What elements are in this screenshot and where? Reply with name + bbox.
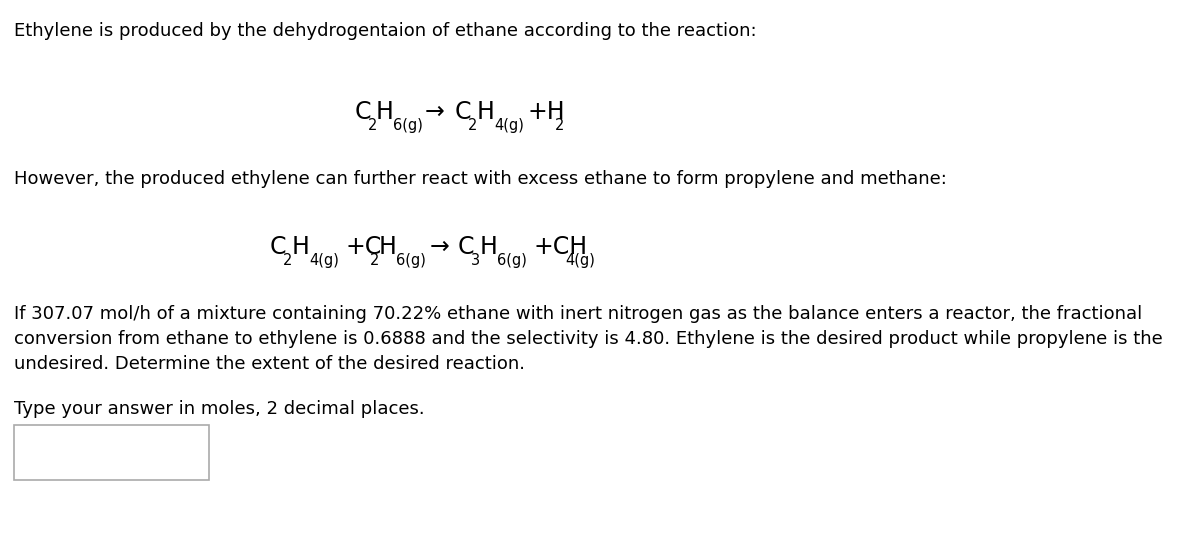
Text: 4(g): 4(g) [494, 118, 524, 133]
Text: However, the produced ethylene can further react with excess ethane to form prop: However, the produced ethylene can furth… [14, 170, 947, 188]
Text: C: C [355, 100, 372, 124]
Text: 6(g): 6(g) [394, 118, 422, 133]
Text: →: → [425, 100, 445, 124]
Text: 2: 2 [368, 118, 377, 133]
FancyBboxPatch shape [14, 425, 209, 480]
Text: undesired. Determine the extent of the desired reaction.: undesired. Determine the extent of the d… [14, 355, 526, 373]
Text: H: H [292, 235, 310, 259]
Text: Type your answer in moles, 2 decimal places.: Type your answer in moles, 2 decimal pla… [14, 400, 425, 418]
Text: C: C [455, 100, 472, 124]
Text: 2: 2 [370, 253, 379, 268]
Text: If 307.07 mol/h of a mixture containing 70.22% ethane with inert nitrogen gas as: If 307.07 mol/h of a mixture containing … [14, 305, 1142, 323]
Text: conversion from ethane to ethylene is 0.6888 and the selectivity is 4.80. Ethyle: conversion from ethane to ethylene is 0.… [14, 330, 1163, 348]
Text: C: C [458, 235, 474, 259]
Text: 3: 3 [470, 253, 480, 268]
Text: 2: 2 [283, 253, 293, 268]
Text: 2: 2 [554, 118, 564, 133]
Text: 6(g): 6(g) [396, 253, 426, 268]
Text: H: H [478, 100, 494, 124]
Text: →: → [430, 235, 450, 259]
Text: H: H [480, 235, 498, 259]
Text: 2: 2 [468, 118, 478, 133]
Text: H: H [376, 100, 394, 124]
Text: +H: +H [528, 100, 565, 124]
Text: +C: +C [346, 235, 382, 259]
Text: 4(g): 4(g) [310, 253, 338, 268]
Text: +CH: +CH [533, 235, 587, 259]
Text: Ethylene is produced by the dehydrogentaion of ethane according to the reaction:: Ethylene is produced by the dehydrogenta… [14, 22, 757, 40]
Text: H: H [379, 235, 397, 259]
Text: C: C [270, 235, 287, 259]
Text: 6(g): 6(g) [497, 253, 527, 268]
Text: 4(g): 4(g) [565, 253, 595, 268]
